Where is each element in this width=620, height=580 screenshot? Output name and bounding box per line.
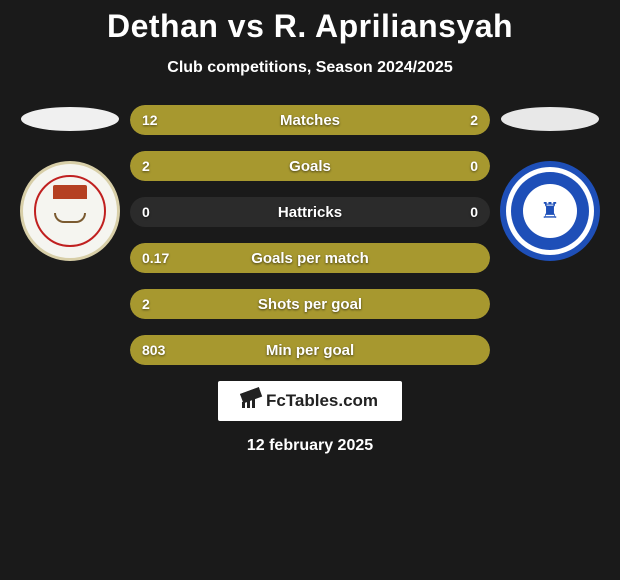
left-team-logo — [20, 161, 120, 261]
stat-label: Min per goal — [130, 335, 490, 365]
stat-value-right: 0 — [470, 151, 478, 181]
stat-label: Shots per goal — [130, 289, 490, 319]
stat-row: 2Shots per goal — [130, 289, 490, 319]
psm-logo-inner — [34, 175, 106, 247]
chart-icon — [242, 394, 260, 408]
comparison-card: Dethan vs R. Apriliansyah Club competiti… — [0, 0, 620, 455]
stat-label: Matches — [130, 105, 490, 135]
brand-badge: FcTables.com — [218, 381, 402, 421]
footer: FcTables.com 12 february 2025 — [0, 381, 620, 455]
boat-icon — [54, 213, 86, 223]
brand-text: FcTables.com — [266, 391, 378, 411]
stat-label: Goals — [130, 151, 490, 181]
stat-value-right: 2 — [470, 105, 478, 135]
left-player-pill — [21, 107, 119, 131]
date-text: 12 february 2025 — [247, 437, 373, 455]
subtitle: Club competitions, Season 2024/2025 — [0, 59, 620, 77]
monument-icon: ♜ — [523, 184, 577, 238]
main-row: 12Matches22Goals00Hattricks00.17Goals pe… — [0, 105, 620, 365]
stat-label: Goals per match — [130, 243, 490, 273]
stat-row: 2Goals0 — [130, 151, 490, 181]
right-player-pill — [501, 107, 599, 131]
psis-ring: ♜ — [511, 172, 589, 250]
stat-value-right: 0 — [470, 197, 478, 227]
stat-row: 0Hattricks0 — [130, 197, 490, 227]
stat-label: Hattricks — [130, 197, 490, 227]
stat-row: 803Min per goal — [130, 335, 490, 365]
stat-row: 0.17Goals per match — [130, 243, 490, 273]
brick-icon — [53, 185, 87, 199]
right-side: ♜ — [490, 105, 610, 261]
page-title: Dethan vs R. Apriliansyah — [0, 8, 620, 45]
stat-row: 12Matches2 — [130, 105, 490, 135]
stat-bars: 12Matches22Goals00Hattricks00.17Goals pe… — [130, 105, 490, 365]
right-team-logo: ♜ — [500, 161, 600, 261]
left-side — [10, 105, 130, 261]
